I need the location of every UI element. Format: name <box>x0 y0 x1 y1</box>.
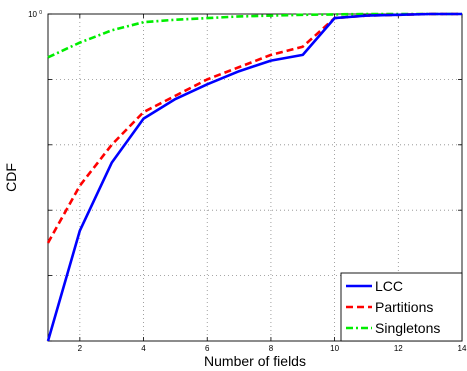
series-line-lcc <box>46 12 462 342</box>
legend-entry-lcc: LCC <box>375 278 403 294</box>
x-tick-label: 12 <box>394 344 403 353</box>
legend-entry-partitions: Partitions <box>375 299 433 315</box>
legend-entry-singletons: Singletons <box>375 320 440 336</box>
x-tick-label: 10 <box>330 344 339 353</box>
series-line-partitions <box>46 12 462 244</box>
y-tick-label-top: 10 0 <box>28 10 42 19</box>
x-tick-label: 14 <box>458 344 467 353</box>
x-tick-label: 2 <box>78 344 83 353</box>
ticks-layer: 2 4 6 8 10 12 14 <box>48 13 467 353</box>
series-layer <box>46 12 462 342</box>
x-axis-label: Number of fields <box>204 353 306 369</box>
legend: LCC Partitions Singletons <box>340 272 463 342</box>
y-tick-base: 10 <box>28 10 37 19</box>
x-tick-label: 6 <box>205 344 210 353</box>
plot-frame <box>47 13 463 342</box>
x-tick-label: 8 <box>269 344 274 353</box>
y-axis-label: CDF <box>3 163 19 192</box>
y-tick-exponent: 0 <box>39 10 42 16</box>
x-tick-label: 4 <box>141 344 146 353</box>
